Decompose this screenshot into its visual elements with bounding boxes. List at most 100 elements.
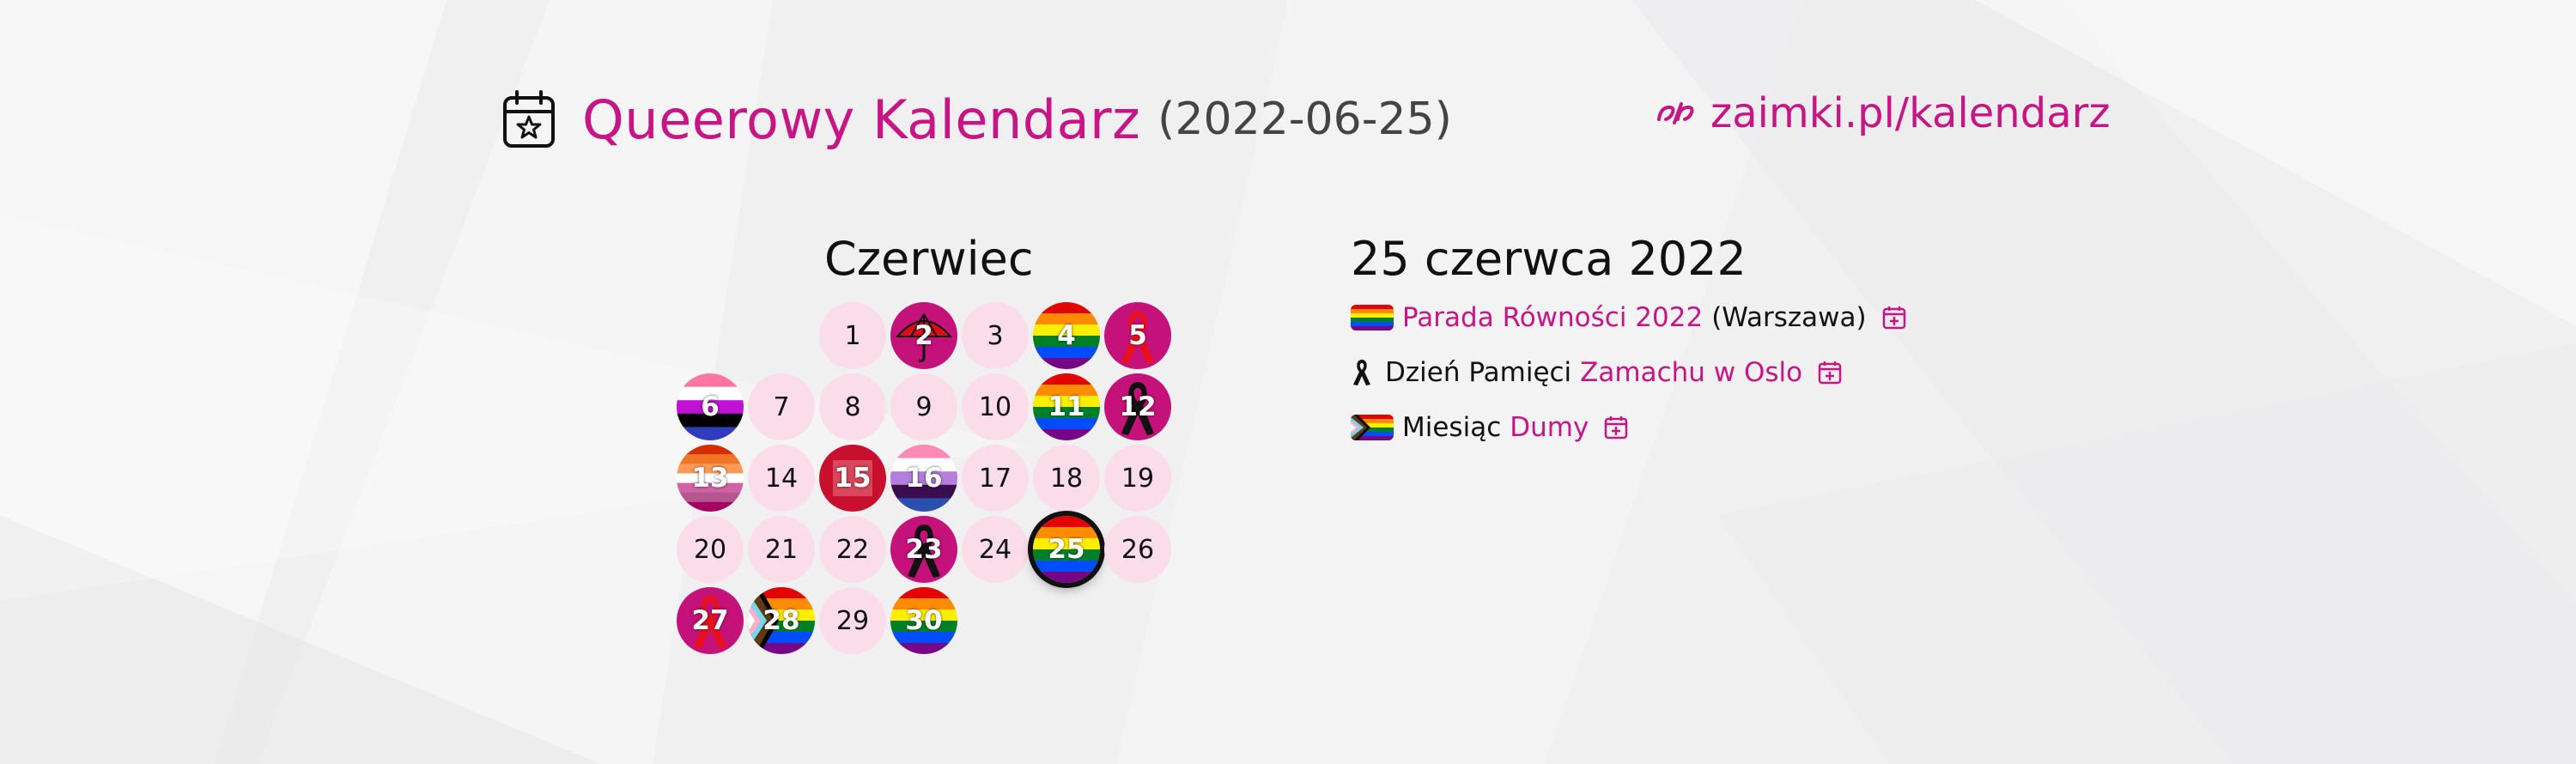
calendar-grid: 1 2 3 4 5 6 7 8 9 10 11 12 13 14 15 16 17 18 19 20 21 22 23 24 2…	[677, 302, 1175, 654]
calendar-day-26[interactable]: 26	[1104, 516, 1171, 583]
day-number: 21	[764, 534, 799, 565]
calendar-day-15[interactable]: 15	[819, 445, 886, 512]
event-item: Dzień Pamięci Zamachu w Oslo	[1351, 357, 1844, 388]
rainbow-flag-icon	[1033, 373, 1100, 440]
calendar-day-12[interactable]: 12	[1104, 373, 1171, 440]
day-number: 16	[905, 463, 943, 494]
calendar-day-24[interactable]: 24	[962, 516, 1029, 583]
calendar-day-2[interactable]: 2	[890, 302, 957, 369]
day-number: 20	[693, 534, 727, 565]
day-number: 28	[762, 605, 800, 636]
day-number: 4	[1057, 320, 1076, 351]
event-location: (Warszawa)	[1711, 302, 1867, 333]
add-to-calendar-icon[interactable]	[1880, 304, 1908, 331]
calendar-day-13[interactable]: 13	[677, 445, 744, 512]
calendar-day-16[interactable]: 16	[890, 445, 957, 512]
calendar-day-3[interactable]: 3	[962, 302, 1029, 369]
calendar-day-8[interactable]: 8	[819, 373, 886, 440]
calendar-day-10[interactable]: 10	[962, 373, 1029, 440]
event-item: Miesiąc Dumy	[1351, 412, 1630, 443]
day-number: 18	[1049, 463, 1084, 494]
calendar-day-23[interactable]: 23	[890, 516, 957, 583]
calendar-day-11[interactable]: 11	[1033, 373, 1100, 440]
calendar-day-17[interactable]: 17	[962, 445, 1029, 512]
red-ribbon-flag-icon	[677, 587, 744, 654]
day-number: 25	[1048, 534, 1085, 565]
progress-flag-icon	[1351, 415, 1394, 440]
genderqueer-flag-icon	[890, 445, 957, 512]
genderfluid-flag-icon	[677, 373, 744, 440]
calendar-day-25[interactable]: 25	[1033, 516, 1100, 583]
zaimki-logo-icon	[1657, 102, 1694, 124]
event-prefix: Dzień Pamięci	[1385, 357, 1572, 388]
rainbow-flag-icon	[1033, 302, 1100, 369]
calendar-day-5[interactable]: 5	[1104, 302, 1171, 369]
day-number: 27	[691, 605, 729, 636]
red-umbrella-flag-icon	[890, 302, 957, 369]
day-number: 2	[914, 320, 933, 351]
day-number: 12	[1119, 391, 1157, 422]
calendar-day-27[interactable]: 27	[677, 587, 744, 654]
page-title: Queerowy Kalendarz	[582, 88, 1141, 151]
black-ribbon-flag-icon	[890, 516, 957, 583]
event-link[interactable]: Parada Równości 2022	[1402, 302, 1704, 333]
lesbian-flag-icon	[677, 445, 744, 512]
day-number: 6	[701, 391, 720, 422]
day-number: 13	[691, 463, 729, 494]
progress-flag-icon	[748, 587, 815, 654]
calendar-day-28[interactable]: 28	[748, 587, 815, 654]
event-link[interactable]: Dumy	[1510, 412, 1589, 443]
calendar-star-icon	[503, 90, 555, 148]
calendar-day-1[interactable]: 1	[819, 302, 886, 369]
day-number: 22	[835, 534, 870, 565]
calendar-day-19[interactable]: 19	[1104, 445, 1171, 512]
day-number: 7	[773, 391, 790, 422]
day-number: 23	[905, 534, 943, 565]
day-number: 9	[915, 391, 933, 422]
day-number: 10	[978, 391, 1012, 422]
calendar-day-9[interactable]: 9	[890, 373, 957, 440]
site-url[interactable]: zaimki.pl/kalendarz	[1710, 89, 2111, 137]
calendar-day-18[interactable]: 18	[1033, 445, 1100, 512]
day-number: 5	[1128, 320, 1147, 351]
day-number: 24	[978, 534, 1012, 565]
rainbow-flag-icon	[1351, 305, 1394, 330]
day-number: 30	[905, 605, 943, 636]
black-ribbon-icon	[1353, 360, 1370, 385]
calendar-day-20[interactable]: 20	[677, 516, 744, 583]
calendar-day-4[interactable]: 4	[1033, 302, 1100, 369]
calendar-day-21[interactable]: 21	[748, 516, 815, 583]
calendar-day-14[interactable]: 14	[748, 445, 815, 512]
month-title: Czerwiec	[824, 232, 1034, 286]
calendar-day-7[interactable]: 7	[748, 373, 815, 440]
day-number: 26	[1121, 534, 1155, 565]
day-number: 11	[1048, 391, 1085, 422]
event-item: Parada Równości 2022 (Warszawa)	[1351, 302, 1908, 333]
event-prefix: Miesiąc	[1402, 412, 1502, 443]
calendar-day-30[interactable]: 30	[890, 587, 957, 654]
event-link[interactable]: Zamachu w Oslo	[1580, 357, 1803, 388]
black-ribbon-flag-icon	[1104, 373, 1171, 440]
selected-day-title: 25 czerwca 2022	[1351, 232, 1747, 286]
calendar-day-6[interactable]: 6	[677, 373, 744, 440]
header: Queerowy Kalendarz (2022-06-25)	[501, 81, 1452, 158]
red-square-flag-icon	[819, 445, 886, 512]
calendar-day-22[interactable]: 22	[819, 516, 886, 583]
calendar-day-29[interactable]: 29	[819, 587, 886, 654]
rainbow-flag-icon	[1033, 516, 1100, 583]
add-to-calendar-icon[interactable]	[1816, 359, 1844, 386]
add-to-calendar-icon[interactable]	[1602, 414, 1630, 441]
day-number: 15	[834, 463, 872, 494]
day-number: 3	[987, 320, 1004, 351]
red-ribbon-flag-icon	[1104, 302, 1171, 369]
day-number: 1	[844, 320, 861, 351]
day-number: 17	[978, 463, 1012, 494]
page-date: (2022-06-25)	[1157, 94, 1452, 145]
day-number: 29	[835, 605, 870, 636]
day-number: 19	[1121, 463, 1155, 494]
site-link[interactable]: zaimki.pl/kalendarz	[1656, 89, 2111, 137]
rainbow-flag-icon	[890, 587, 957, 654]
day-number: 14	[764, 463, 799, 494]
day-number: 8	[844, 391, 861, 422]
